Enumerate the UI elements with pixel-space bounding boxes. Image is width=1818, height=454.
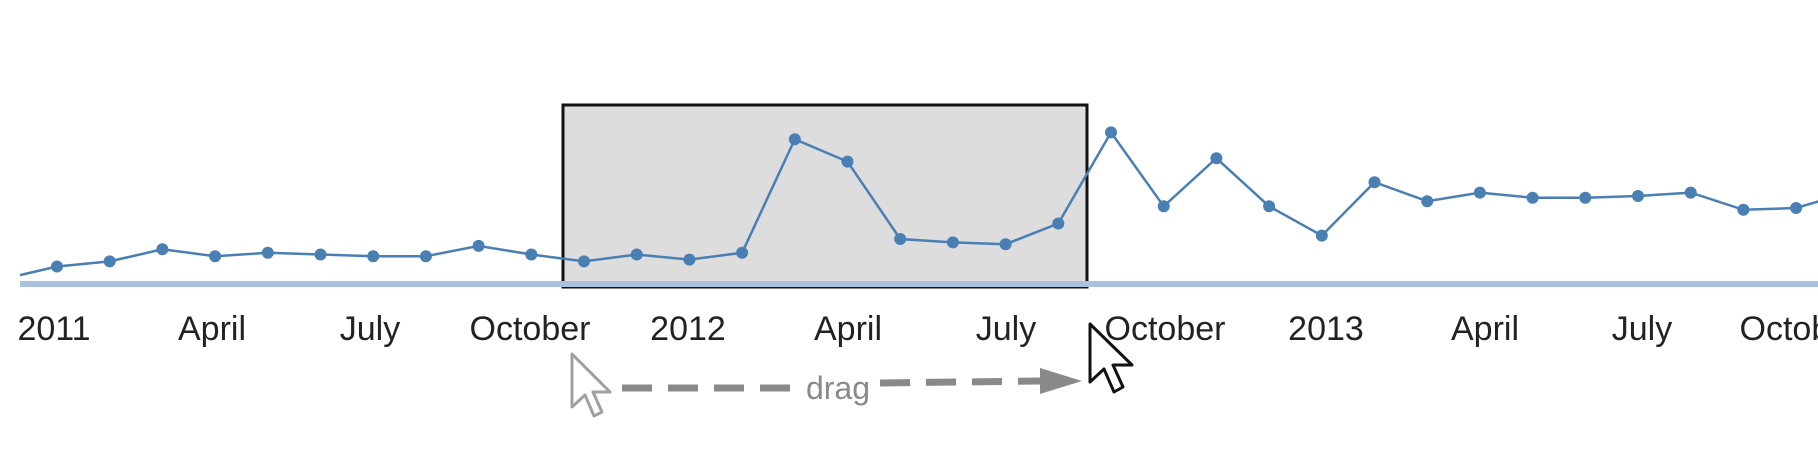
data-point (946, 236, 959, 249)
drag-annotation: drag (622, 368, 1082, 406)
x-axis-ticks: 2011 April July October 2012 April July October… (17, 310, 1818, 348)
data-point (156, 243, 169, 256)
data-point (683, 253, 696, 266)
data-point (261, 246, 274, 259)
data-point (472, 239, 485, 252)
cursor-start-icon (570, 352, 612, 418)
data-point (1790, 202, 1803, 214)
data-point (1473, 186, 1486, 199)
x-tick-label: 2013 (1288, 310, 1364, 348)
data-point (841, 155, 854, 168)
data-point (1263, 200, 1276, 213)
data-point (314, 248, 327, 261)
data-point (1052, 217, 1065, 230)
x-tick-label: April (1451, 310, 1519, 348)
data-point (1368, 176, 1381, 189)
data-point (51, 260, 63, 273)
x-tick-label: October (470, 310, 591, 348)
drag-arrow-dash-right (879, 377, 1041, 387)
x-tick-label: 2011 (17, 310, 90, 348)
x-tick-label: July (1612, 310, 1672, 348)
data-point (419, 250, 432, 263)
data-point (788, 133, 801, 146)
cursor-end-icon (1088, 322, 1134, 394)
data-point (999, 238, 1012, 251)
drag-label: drag (806, 370, 870, 406)
series-line (19, 130, 1818, 277)
data-point (525, 248, 538, 261)
data-point (1632, 190, 1644, 202)
data-point (1105, 126, 1117, 139)
x-tick-label: April (814, 310, 882, 348)
brush-rect[interactable] (561, 103, 1089, 289)
x-tick-label: October (1740, 310, 1818, 348)
x-tick-label: October (1105, 310, 1226, 348)
x-tick-label: July (976, 310, 1036, 348)
x-tick-label: July (340, 310, 400, 348)
data-point (1315, 229, 1328, 242)
data-point (630, 248, 643, 261)
x-tick-label: April (178, 310, 246, 348)
data-point (736, 246, 749, 259)
data-point (209, 250, 222, 263)
data-point (1737, 203, 1750, 216)
series-line-group (19, 126, 1818, 277)
data-point (1421, 195, 1434, 208)
data-point (103, 255, 116, 268)
x-tick-label: 2012 (650, 310, 726, 348)
data-point (578, 255, 590, 268)
data-point (1157, 200, 1170, 213)
drag-arrowhead-icon (1040, 368, 1082, 394)
data-point (1526, 191, 1539, 204)
data-point (367, 250, 380, 263)
data-point (894, 233, 907, 245)
data-point (1684, 186, 1697, 199)
data-point (1210, 152, 1223, 165)
brush-selection[interactable] (561, 103, 1089, 289)
data-point (1579, 191, 1592, 204)
